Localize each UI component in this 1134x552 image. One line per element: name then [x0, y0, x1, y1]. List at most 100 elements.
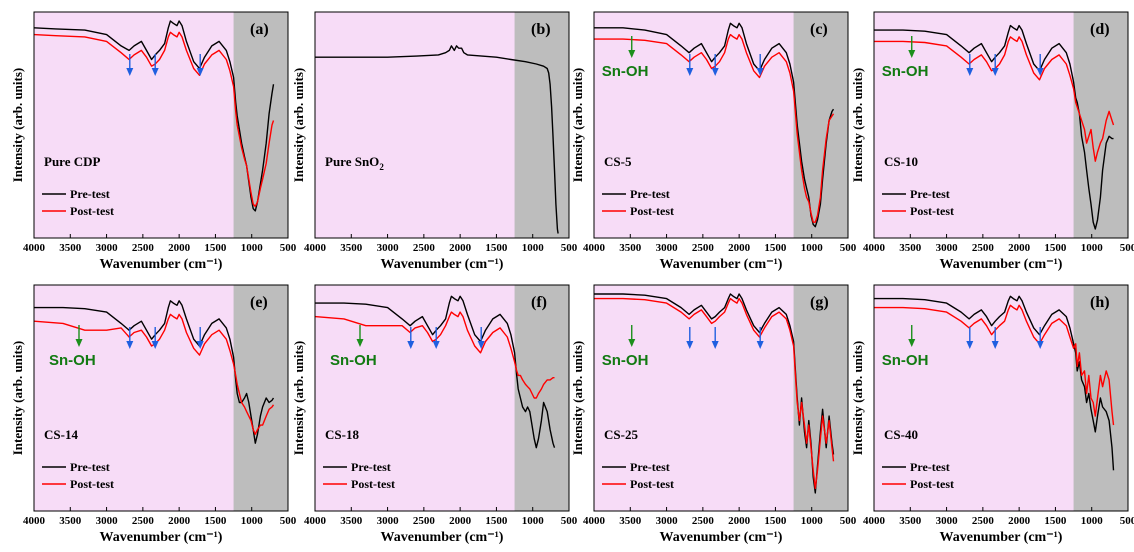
x-tick-label: 3500: [619, 515, 642, 527]
plot-frame: [33, 11, 289, 239]
sample-name: CS-25: [604, 427, 638, 442]
plot-frame: [314, 284, 570, 512]
peak-marker-arrow: [756, 327, 764, 349]
peak-marker-arrow: [126, 54, 134, 76]
y-axis-label: Intensity (arb. units): [10, 68, 25, 183]
panel-label: (a): [250, 21, 269, 38]
pre-test-series-line: [315, 45, 559, 234]
pre-test-series-line: [874, 24, 1114, 230]
x-tick-label: 3000: [377, 515, 400, 527]
x-tick-label: 500: [280, 515, 297, 527]
x-tick-label: 3000: [936, 242, 959, 254]
x-tick-label: 3500: [899, 242, 922, 254]
post-test-series-line: [874, 36, 1115, 162]
y-axis-label: Intensity (arb. units): [291, 68, 306, 183]
x-axis-label: Wavenumber (cm⁻¹): [100, 257, 223, 272]
chart-panel: Sn-OH (h) CS-40 Pre-test Post-test 4000 3500 30…: [850, 284, 1134, 545]
x-tick-label: 3000: [936, 515, 959, 527]
x-tick-label: 2500: [132, 515, 155, 527]
x-tick-label: 3500: [59, 242, 82, 254]
x-tick-label: 500: [561, 242, 578, 254]
sn-oh-annotation: Sn-OH: [882, 352, 929, 369]
panel-label: (f): [531, 294, 547, 311]
x-tick-label: 2500: [413, 242, 436, 254]
x-axis-label: Wavenumber (cm⁻¹): [940, 257, 1063, 272]
peak-marker-arrow: [151, 327, 159, 349]
x-tick-label: 4000: [23, 515, 46, 527]
legend-label: Pre-test: [630, 460, 670, 474]
x-tick-label: 3000: [656, 242, 679, 254]
x-tick-label: 1000: [522, 242, 545, 254]
sample-name: CS-14: [44, 427, 78, 442]
x-tick-label: 1000: [801, 242, 824, 254]
pre-test-series-line: [33, 20, 275, 212]
x-axis-label: Wavenumber (cm⁻¹): [381, 257, 504, 272]
plot-frame: [593, 11, 849, 239]
pre-test-series-line: [594, 22, 835, 228]
fingerprint-region: [1073, 12, 1128, 238]
plot-frame: [873, 284, 1129, 512]
sn-oh-annotation: Sn-OH: [602, 352, 649, 369]
sample-name: CS-18: [325, 427, 359, 442]
x-tick-label: 3500: [59, 515, 82, 527]
x-tick-label: 4000: [23, 242, 46, 254]
peak-marker-arrow: [1036, 54, 1044, 76]
x-tick-label: 1000: [1081, 242, 1104, 254]
x-tick-label: 1500: [204, 515, 227, 527]
chart-panel: Sn-OH (g) CS-25 Pre-test Post-test 4000 3500 30…: [570, 284, 857, 545]
pre-test-series-line: [315, 295, 556, 449]
sn-oh-arrow: [628, 36, 636, 58]
sample-name: CS-5: [604, 154, 632, 169]
peak-marker-arrow: [477, 327, 485, 349]
sn-oh-arrow: [908, 36, 916, 58]
x-axis-label: Wavenumber (cm⁻¹): [940, 530, 1063, 545]
sn-oh-arrow: [628, 325, 636, 347]
x-tick-label: 4000: [863, 242, 886, 254]
sample-name: CS-10: [884, 154, 918, 169]
peak-marker-arrow: [991, 54, 999, 76]
legend-label: Pre-test: [70, 460, 110, 474]
panel-label: (b): [531, 21, 551, 38]
sn-oh-arrow: [356, 325, 364, 347]
panel-label: (g): [810, 294, 829, 311]
y-axis-label: Intensity (arb. units): [291, 341, 306, 456]
legend-label: Pre-test: [630, 187, 670, 201]
peak-marker-arrow: [966, 54, 974, 76]
y-axis-label: Intensity (arb. units): [570, 68, 585, 183]
x-tick-label: 500: [1120, 242, 1134, 254]
plot-frame: [33, 284, 289, 512]
post-test-series-line: [594, 297, 835, 490]
x-axis-label: Wavenumber (cm⁻¹): [660, 530, 783, 545]
peak-marker-arrow: [711, 327, 719, 349]
sn-oh-annotation: Sn-OH: [882, 63, 929, 80]
fingerprint-region: [514, 12, 569, 238]
post-test-series-line: [874, 304, 1115, 426]
x-tick-label: 2000: [168, 515, 191, 527]
legend-label: Pre-test: [351, 460, 391, 474]
sample-name-subscript: 2: [379, 162, 384, 172]
x-tick-label: 2500: [972, 515, 995, 527]
x-tick-label: 500: [840, 515, 857, 527]
x-tick-label: 3000: [656, 515, 679, 527]
x-tick-label: 2500: [692, 242, 715, 254]
legend-label: Post-test: [910, 204, 954, 218]
peak-marker-arrow: [686, 54, 694, 76]
legend-label: Post-test: [351, 477, 395, 491]
panel-label: (d): [1090, 21, 1110, 38]
peak-marker-arrow: [756, 54, 764, 76]
peak-marker-arrow: [711, 54, 719, 76]
legend-label: Post-test: [630, 204, 674, 218]
fingerprint-region: [793, 285, 848, 511]
legend-label: Pre-test: [910, 460, 950, 474]
x-tick-label: 3500: [899, 515, 922, 527]
x-tick-label: 1500: [1044, 242, 1067, 254]
plot-frame: [873, 11, 1129, 239]
x-tick-label: 1500: [485, 515, 508, 527]
sample-name: Pure SnO2: [325, 154, 384, 172]
sn-oh-annotation: Sn-OH: [602, 63, 649, 80]
y-axis-label: Intensity (arb. units): [850, 68, 865, 183]
x-tick-label: 3000: [96, 242, 119, 254]
fingerprint-region: [514, 285, 569, 511]
x-tick-label: 2000: [168, 242, 191, 254]
